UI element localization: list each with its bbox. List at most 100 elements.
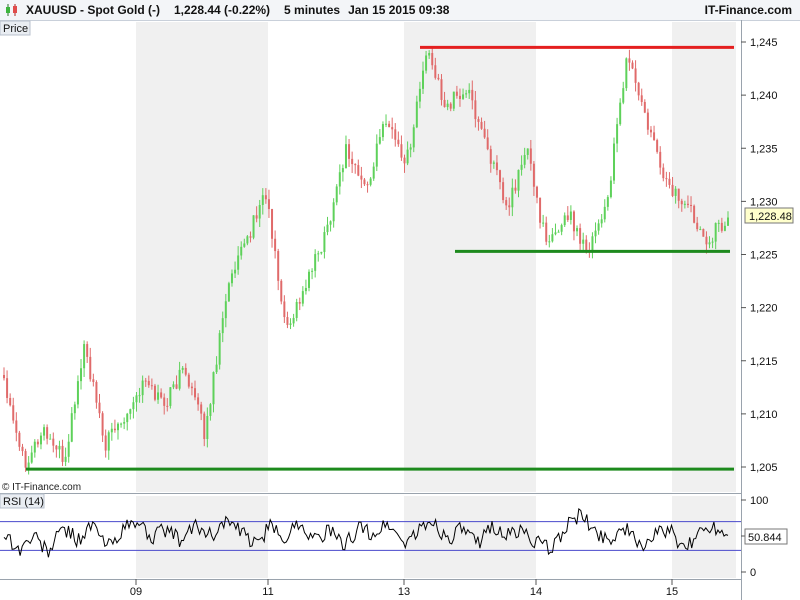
price-panel-label: Price: [3, 23, 28, 35]
candle-body: [606, 197, 609, 207]
candle-body: [693, 205, 696, 223]
candle-body: [308, 271, 311, 288]
candle-body: [548, 241, 551, 243]
candle-body: [653, 132, 656, 141]
candle-body: [197, 397, 200, 405]
candle-body: [409, 147, 412, 150]
candle-body: [708, 242, 711, 245]
candle-body: [160, 392, 163, 398]
candle-body: [465, 93, 468, 95]
candle-body: [86, 344, 89, 357]
candle-body: [255, 215, 258, 219]
candle-body: [21, 446, 24, 452]
candle-body: [535, 186, 538, 198]
candle-body: [286, 317, 289, 325]
candle-body: [385, 123, 388, 125]
candle-body: [720, 222, 723, 231]
candle-body: [714, 223, 717, 242]
candle-body: [351, 158, 354, 165]
candle-body: [603, 206, 606, 220]
candle-body: [116, 423, 119, 431]
candle-body: [61, 445, 64, 462]
rsi-panel-label: RSI (14): [3, 496, 44, 508]
candle-body: [344, 144, 347, 169]
candle-body: [157, 392, 160, 400]
datetime-label: Jan 15 2015 09:38: [348, 3, 450, 17]
symbol-title: XAUUSD - Spot Gold (-): [26, 3, 160, 17]
candle-body: [727, 217, 729, 226]
candle-body: [539, 197, 542, 223]
price-tick-label: 1,235: [750, 143, 778, 155]
candle-body: [421, 70, 424, 89]
candle-body: [717, 222, 720, 224]
candle-body: [486, 137, 489, 150]
candle-body: [495, 162, 498, 171]
candle-body: [64, 456, 67, 462]
candle-body: [120, 423, 123, 425]
candle-body: [619, 102, 622, 125]
candle-body: [452, 91, 455, 109]
rsi-lines: [0, 507, 741, 558]
candle-body: [203, 413, 206, 440]
candle-body: [609, 180, 612, 198]
candle-body: [634, 68, 637, 83]
candle-body: [428, 53, 431, 56]
rsi-line: [3, 507, 729, 558]
candle-body: [227, 283, 230, 302]
level-lines: [26, 45, 734, 471]
candle-body: [110, 428, 113, 433]
candle-body: [304, 287, 307, 292]
candle-body: [705, 236, 708, 245]
candle-body: [292, 317, 295, 324]
candle-body: [643, 101, 646, 113]
candle-body: [277, 251, 280, 281]
candle-body: [295, 302, 298, 318]
candle-body: [372, 166, 375, 179]
candle-body: [320, 251, 323, 254]
candle-body: [224, 301, 227, 319]
candle-body: [388, 123, 391, 128]
candle-body: [699, 229, 702, 231]
candle-body: [702, 229, 705, 237]
candle-body: [123, 422, 126, 424]
candle-body: [508, 205, 511, 208]
candle-body: [15, 420, 18, 433]
candle-body: [434, 65, 437, 78]
time-tick-label: 14: [530, 586, 542, 598]
price-y-axis: 1,205 1,210 1,215 1,220 1,225 1,230 1,235 1,240…: [741, 37, 778, 474]
chart-area[interactable]: Price © IT-Finance.com 1,2051,2101,2151,…: [0, 20, 800, 600]
candle-body: [677, 188, 680, 201]
candle-body: [104, 435, 107, 451]
last-price-tag: 1,228.48: [744, 207, 794, 224]
candle-body: [400, 144, 403, 158]
candle-body: [212, 372, 215, 405]
last-quote: 1,228.44 (-0.22%): [173, 3, 271, 17]
candle-body: [378, 137, 381, 144]
session-bands: [136, 22, 736, 578]
candle-body: [597, 223, 600, 231]
candle-body: [9, 397, 12, 406]
time-tick-label: 13: [398, 586, 410, 598]
candle-body: [209, 404, 212, 416]
candle-body: [246, 236, 249, 244]
candle-body: [690, 204, 693, 206]
rsi-label-box: [0, 493, 45, 509]
candle-body: [36, 441, 39, 445]
candle-body: [437, 77, 440, 80]
candle-body: [187, 374, 190, 387]
candle-body: [499, 170, 502, 183]
candle-body: [563, 215, 566, 226]
copyright-watermark: © IT-Finance.com: [2, 482, 81, 493]
price-candles: [3, 47, 729, 475]
candle-body: [369, 178, 372, 185]
candle-body: [455, 91, 458, 96]
candle-body: [206, 415, 209, 440]
candle-body: [274, 238, 277, 252]
candle-body: [514, 187, 517, 191]
candle-body: [190, 386, 193, 389]
candle-body: [95, 382, 98, 403]
candle-body: [723, 225, 726, 231]
time-x-axis: 09 11 13 14 15: [130, 579, 678, 598]
candle-body: [412, 127, 415, 148]
candle-body: [711, 241, 714, 243]
